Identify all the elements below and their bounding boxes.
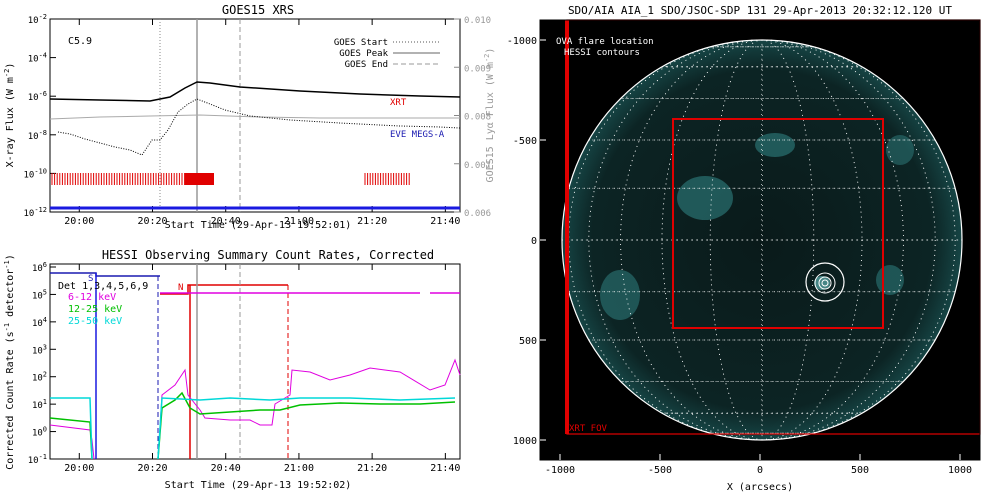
aia-xtick-label: 500: [851, 465, 869, 476]
hessi-band3-label: 25-50 keV: [68, 316, 122, 327]
hessi-band2-label: 12-25 keV: [68, 304, 122, 315]
goes-ytick-label: 10-12: [24, 206, 48, 219]
hessi-ytick-label: 104: [32, 316, 47, 329]
legend-goes-peak-label: GOES Peak: [339, 49, 388, 59]
goes-xrt-coverage: [52, 173, 409, 185]
hessi-ytick-label: 102: [32, 371, 47, 384]
goes-y2tick-label: 0.010: [464, 16, 491, 26]
aia-xtick-label: -500: [648, 465, 672, 476]
hessi-ytick-label: 101: [32, 398, 47, 411]
hessi-s-state-line: [50, 273, 160, 276]
hessi-title: HESSI Observing Summary Count Rates, Cor…: [102, 248, 434, 262]
goes-y-ticks: 10-2 10-4 10-6 10-8 10-10 10-12: [24, 13, 57, 219]
aia-region-3: [600, 270, 640, 320]
goes-xlabel: Start Time (29-Apr-13 19:52:01): [165, 220, 352, 231]
aia-xlabel: X (arcsecs): [727, 482, 793, 493]
hessi-xtick-label: 20:00: [64, 463, 94, 474]
aia-xtick-label: -1000: [545, 465, 575, 476]
goes-xrt-dense-block: [185, 173, 214, 185]
goes-xtick-label: 20:20: [137, 216, 167, 227]
aia-legend-1: OVA flare location: [556, 37, 654, 47]
aia-legend-2: HESSI contours: [564, 48, 640, 58]
hessi-ytick-label: 103: [32, 343, 47, 356]
aia-ytick-label: -1000: [507, 36, 537, 47]
hessi-ytick-label: 100: [32, 426, 47, 439]
aia-panel: SDO/AIA AIA_1 SDO/JSOC-SDP 131 29-Apr-20…: [507, 4, 980, 493]
goes-ytick-label: 10-4: [28, 52, 47, 65]
aia-ytick-label: 1000: [513, 436, 537, 447]
aia-region-1: [677, 176, 733, 220]
hessi-ylabel: Corrected Count Rate (s-1 detector-1): [3, 254, 16, 470]
aia-xtick-label: 0: [757, 465, 763, 476]
goes-ytick-label: 10-2: [28, 13, 47, 26]
aia-region-2: [755, 133, 795, 157]
legend-goes-start-label: GOES Start: [334, 38, 388, 48]
hessi-det-label: Det 1,3,4,5,6,9: [58, 281, 148, 292]
aia-ytick-label: 500: [519, 336, 537, 347]
aia-region-5: [886, 135, 914, 165]
goes-title: GOES15 XRS: [222, 3, 294, 17]
hessi-ytick-label: 105: [32, 288, 47, 301]
goes-ylabel: X-ray Flux (W m-2): [3, 63, 16, 168]
aia-region-4: [876, 265, 904, 295]
hessi-xtick-label: 20:20: [137, 463, 167, 474]
goes-xtick-label: 20:00: [64, 216, 94, 227]
goes-ytick-label: 10-8: [28, 129, 47, 142]
goes-xrt-label: XRT: [390, 98, 407, 108]
hessi-band1-curve: [50, 360, 460, 459]
aia-xtick-label: 1000: [948, 465, 972, 476]
hessi-xlabel: Start Time (29-Apr-13 19:52:02): [165, 480, 352, 491]
hessi-xtick-label: 21:00: [284, 463, 314, 474]
hessi-xtick-label: 21:40: [430, 463, 460, 474]
aia-ytick-label: 0: [531, 236, 537, 247]
aia-ytick-label: -500: [513, 136, 537, 147]
aia-xrt-fov-label: XRT FOV: [569, 424, 608, 434]
goes-xtick-label: 21:40: [430, 216, 460, 227]
hessi-ytick-label: 106: [32, 261, 47, 274]
hessi-band3-curve: [50, 398, 455, 459]
goes-ytick-label: 10-6: [28, 90, 47, 103]
hessi-band1-label: 6-12 keV: [68, 292, 116, 303]
hessi-xtick-label: 20:40: [211, 463, 241, 474]
goes-xtick-label: 21:20: [357, 216, 387, 227]
aia-title: SDO/AIA AIA_1 SDO/JSOC-SDP 131 29-Apr-20…: [568, 4, 952, 17]
hessi-ytick-label: 10-1: [28, 453, 47, 466]
hessi-y-ticks: 106 105 104 103 102 101 100 10-1: [28, 261, 56, 466]
goes-y2label: GOES15 Lyα Flux (W m-2): [483, 48, 496, 183]
goes-class-label: C5.9: [68, 36, 92, 47]
goes-ytick-label: 10-10: [24, 167, 48, 180]
hessi-panel: HESSI Observing Summary Count Rates, Cor…: [3, 248, 460, 491]
legend-goes-end-label: GOES End: [345, 60, 388, 70]
goes-y2tick-label: 0.006: [464, 209, 491, 219]
hessi-band2-curve: [50, 393, 455, 459]
hessi-n-label: N: [178, 283, 183, 293]
hessi-xtick-label: 21:20: [357, 463, 387, 474]
goes-eve-label: EVE MEGS-A: [390, 130, 445, 140]
hessi-x-ticks: 20:00 20:20 20:40 21:00 21:20 21:40: [64, 264, 460, 474]
